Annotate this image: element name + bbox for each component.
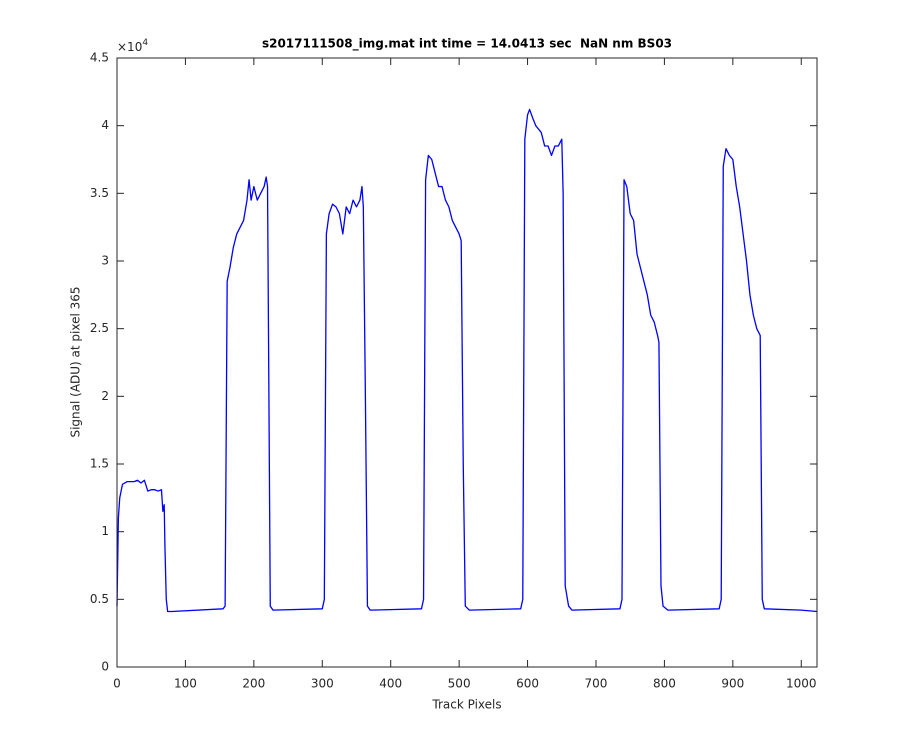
y-axis-label: Signal (ADU) at pixel 365 (69, 286, 83, 437)
y-tick-label: 3 (101, 254, 109, 268)
y-multiplier-exponent: 4 (142, 38, 148, 48)
x-tick-label: 800 (653, 677, 676, 691)
y-tick-label: 2.5 (90, 321, 109, 335)
ticks: 0 100 200 300 400 500 600 700 800 900 1000 0 0.5 1 1.5… (90, 51, 817, 691)
y-tick-label: 4 (101, 118, 109, 132)
x-tick-label: 400 (379, 677, 402, 691)
x-tick-label: 0 (113, 677, 121, 691)
x-tick-label: 700 (585, 677, 608, 691)
signal-line (116, 108, 818, 613)
y-tick-label: 1.5 (90, 457, 109, 471)
x-tick-label: 500 (448, 677, 471, 691)
x-axis-label: Track Pixels (431, 698, 501, 712)
y-tick-label: 0.5 (90, 592, 109, 606)
x-tick-label: 600 (516, 677, 539, 691)
chart-title: s2017111508_img.mat int time = 14.0413 s… (262, 37, 672, 52)
lines (116, 108, 818, 613)
x-tick-label: 900 (721, 677, 744, 691)
y-multiplier: ×104 (117, 38, 148, 54)
y-multiplier-base: ×10 (117, 40, 142, 54)
y-tick-label: 0 (101, 660, 109, 674)
x-tick-label: 1000 (786, 677, 817, 691)
y-tick-label: 2 (101, 389, 109, 403)
plot-area (117, 58, 817, 667)
x-tick-label: 300 (311, 677, 334, 691)
axes-box (116, 57, 818, 668)
y-tick-label: 4.5 (90, 51, 109, 65)
x-tick-label: 200 (242, 677, 265, 691)
y-tick-label: 3.5 (90, 186, 109, 200)
y-tick-label: 1 (101, 524, 109, 538)
x-tick-label: 100 (174, 677, 197, 691)
